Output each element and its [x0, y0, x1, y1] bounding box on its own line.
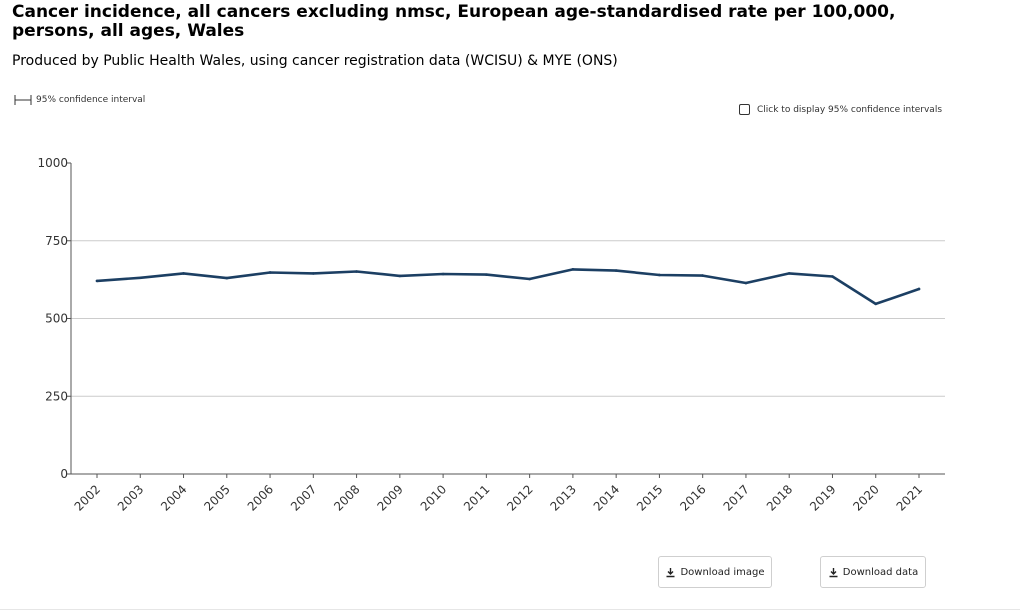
- ci-checkbox[interactable]: [739, 104, 750, 115]
- x-tick-label: 2012: [504, 482, 535, 513]
- data-point: [614, 269, 618, 272]
- data-point: [658, 273, 661, 277]
- data-point: [138, 276, 142, 280]
- data-point: [225, 276, 229, 280]
- data-point: [268, 271, 272, 274]
- download-icon: [666, 567, 675, 577]
- x-tick-label: 2004: [158, 482, 189, 513]
- divider: [0, 609, 1020, 610]
- y-tick-label: 1000: [37, 156, 68, 170]
- data-point: [571, 268, 575, 271]
- x-tick-label: 2011: [461, 482, 492, 513]
- data-point: [528, 277, 531, 281]
- data-point: [441, 272, 445, 276]
- ci-legend: 95% confidence interval: [14, 94, 145, 106]
- data-point: [831, 275, 834, 278]
- x-tick-label: 2007: [288, 482, 319, 513]
- x-tick-label: 2020: [850, 482, 881, 513]
- x-tick-label: 2003: [115, 482, 146, 513]
- x-tick-label: 2010: [418, 482, 449, 513]
- x-tick-label: 2009: [374, 482, 405, 513]
- x-tick-label: 2017: [721, 482, 752, 513]
- x-tick-label: 2014: [591, 482, 622, 513]
- x-tick-label: 2018: [764, 482, 795, 513]
- x-tick-label: 2021: [894, 482, 925, 513]
- x-tick-label: 2008: [331, 482, 362, 513]
- confidence-interval-icon: [14, 95, 32, 105]
- download-data-button[interactable]: Download data: [820, 556, 926, 588]
- ci-toggle[interactable]: Click to display 95% confidence interval…: [739, 104, 942, 115]
- download-icon: [829, 567, 838, 577]
- chart-title: Cancer incidence, all cancers excluding …: [12, 2, 896, 41]
- data-point: [787, 272, 791, 275]
- x-tick-label: 2013: [548, 482, 579, 513]
- data-point: [95, 279, 99, 283]
- x-tick-label: 2005: [201, 482, 232, 513]
- download-data-label: Download data: [842, 566, 919, 578]
- series-line: [95, 268, 921, 306]
- data-point: [701, 274, 704, 277]
- y-tick-label: 250: [45, 389, 68, 403]
- data-point: [874, 302, 878, 306]
- data-point: [485, 273, 488, 276]
- y-tick-label: 500: [45, 312, 68, 326]
- chart-subtitle: Produced by Public Health Wales, using c…: [12, 53, 618, 69]
- y-tick-label: 750: [45, 234, 68, 248]
- x-tick-label: 2019: [807, 482, 838, 513]
- x-tick-label: 2006: [245, 482, 276, 513]
- x-tick-label: 2015: [634, 482, 665, 513]
- data-point: [917, 287, 921, 291]
- data-point: [182, 272, 185, 275]
- data-point: [312, 272, 315, 275]
- data-point: [398, 274, 402, 278]
- ci-toggle-label: Click to display 95% confidence interval…: [757, 104, 943, 115]
- download-image-button[interactable]: Download image: [658, 556, 772, 588]
- y-tick-label: 0: [60, 467, 68, 481]
- download-image-label: Download image: [680, 566, 765, 578]
- x-tick-label: 2002: [72, 482, 103, 513]
- x-tick-label: 2016: [677, 482, 708, 513]
- data-point: [744, 281, 748, 285]
- ci-legend-label: 95% confidence interval: [36, 95, 146, 105]
- data-point: [355, 270, 358, 273]
